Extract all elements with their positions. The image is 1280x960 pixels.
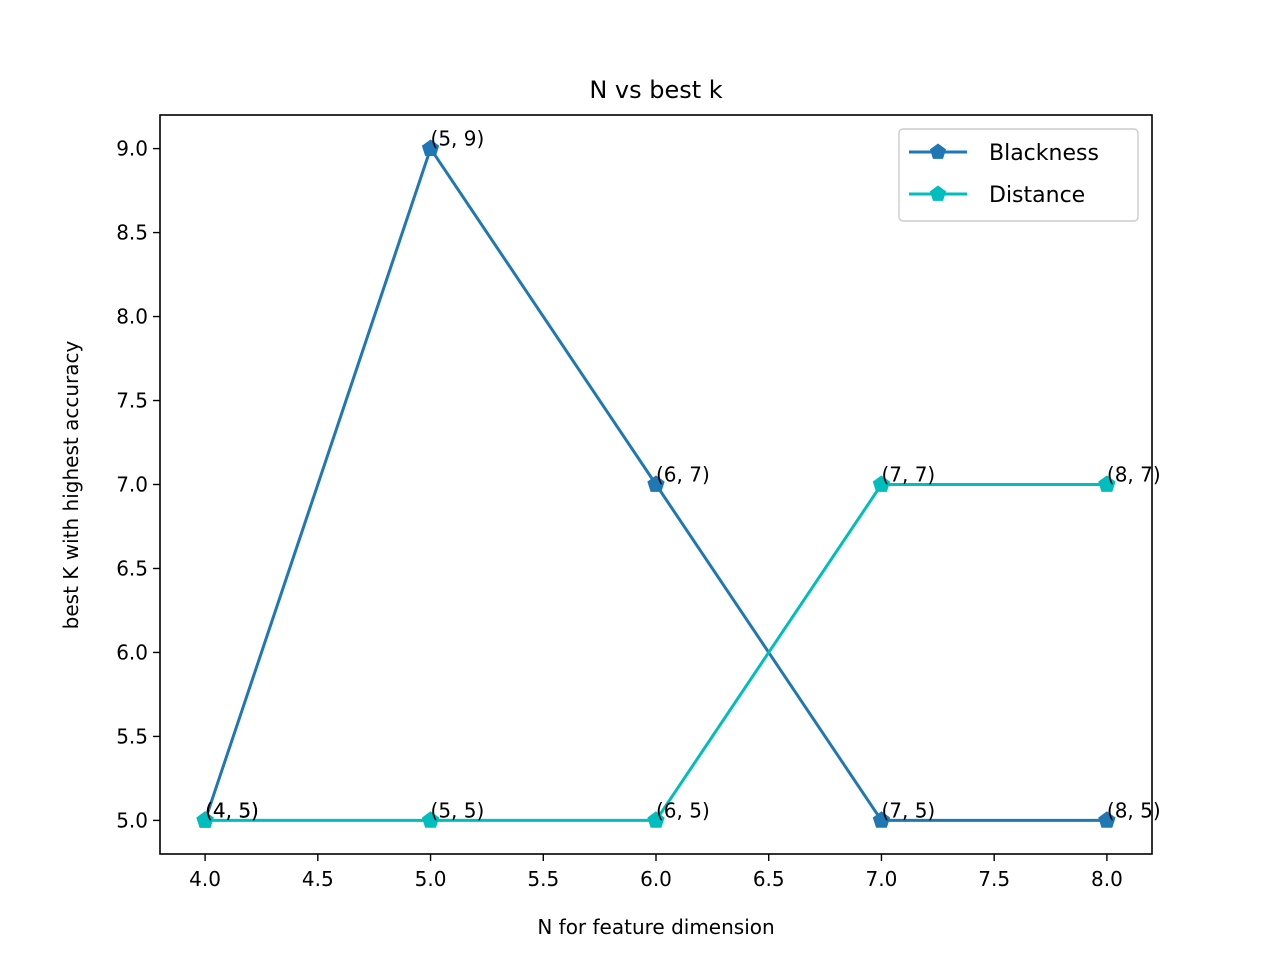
y-tick-label: 9.0: [116, 137, 148, 161]
y-tick-label: 5.0: [116, 808, 148, 832]
legend: Blackness Distance: [898, 128, 1139, 222]
x-tick-label: 5.0: [415, 867, 447, 891]
chart-title: N vs best k: [589, 76, 722, 104]
y-axis-label: best K with highest accuracy: [59, 341, 83, 630]
x-tick-label: 8.0: [1091, 867, 1123, 891]
data-point-marker: [872, 811, 891, 828]
x-tick-label: 7.5: [978, 867, 1010, 891]
data-point-marker: [872, 475, 891, 492]
y-tick-label: 6.5: [116, 556, 148, 580]
plot-area: 4.0 4.5 5.0 5.5 6.0 6.5 7.0 7.5 8.0 5.0 5.5 6.0 6.5 7…: [116, 114, 1161, 891]
x-tick-label: 6.5: [753, 867, 785, 891]
y-tick-label: 7.5: [116, 389, 148, 413]
legend-label-distance: Distance: [989, 183, 1085, 208]
data-point-label: (5, 9): [431, 127, 485, 151]
y-tick-label: 8.5: [116, 221, 148, 245]
data-point-label: (6, 5): [656, 798, 710, 822]
data-point-label: (6, 7): [656, 463, 710, 487]
data-point-label: (4, 5): [205, 798, 259, 822]
legend-label-blackness: Blackness: [989, 141, 1099, 166]
plot-frame: [159, 114, 1153, 855]
series-distance: [196, 475, 1116, 828]
x-tick-label: 4.5: [302, 867, 334, 891]
y-tick-label: 7.0: [116, 473, 148, 497]
x-tick-label: 5.5: [527, 867, 559, 891]
data-point-marker: [1098, 475, 1116, 492]
y-tick-label: 8.0: [116, 305, 148, 329]
data-point-label: (4, 5): [205, 798, 259, 822]
x-tick-label: 6.0: [640, 867, 672, 891]
data-point-marker: [421, 811, 440, 828]
x-tick-label: 7.0: [866, 867, 898, 891]
x-axis-label: N for feature dimension: [537, 915, 774, 939]
data-point-label: (5, 5): [431, 798, 485, 822]
x-tick-label: 4.0: [189, 867, 221, 891]
data-point-marker: [647, 811, 665, 828]
data-point-marker: [196, 811, 214, 828]
data-point-label: (7, 5): [881, 798, 935, 822]
legend-marker-distance: [929, 185, 947, 201]
data-point-marker: [647, 475, 665, 492]
legend-marker-blackness: [929, 143, 947, 159]
y-tick-label: 6.0: [116, 640, 148, 664]
y-tick-label: 5.5: [116, 724, 148, 748]
data-point-marker: [1098, 811, 1116, 828]
data-point-marker: [421, 139, 440, 156]
data-point-label: (7, 7): [881, 463, 935, 487]
